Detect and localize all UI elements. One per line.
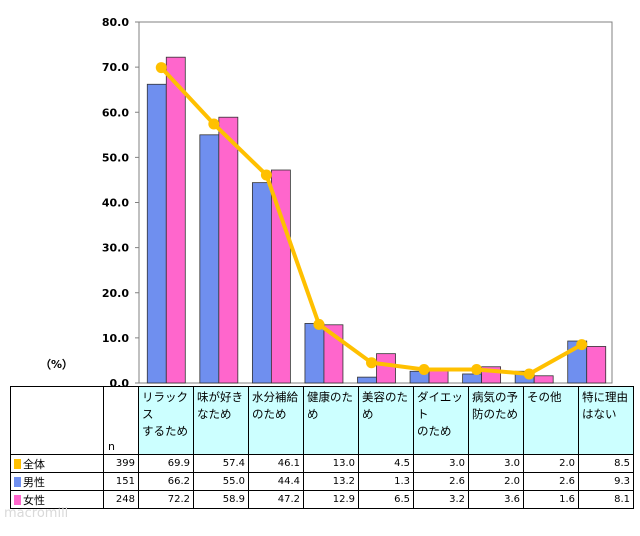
data-value: 6.5 <box>358 490 414 509</box>
data-value: 2.0 <box>523 454 579 473</box>
category-header: 特に理由 はない <box>578 386 634 455</box>
legend-entry: 女性 <box>10 490 104 509</box>
data-value: 12.9 <box>303 490 359 509</box>
category-header: 美容のため <box>358 386 414 455</box>
data-table: n リラックス するため 味が好き なため 水分補給 のため 健康のため美容のためダイエットの… <box>10 386 634 509</box>
y-tick-label: 30.0 <box>102 242 129 255</box>
data-value: 69.9 <box>138 454 194 473</box>
bar <box>218 116 239 384</box>
category-header: 健康のため <box>303 386 359 455</box>
y-tick-label: 10.0 <box>102 332 129 345</box>
data-value: 55.0 <box>193 472 249 491</box>
legend-swatch <box>14 476 21 487</box>
data-value: 2.6 <box>523 472 579 491</box>
category-header: リラックス するため <box>138 386 194 455</box>
table-row: 全体 399 69.9 57.4 46.1 13.0 4.5 3.0 3.0 2.0 8.5 <box>10 454 634 473</box>
data-value: 1.6 <box>523 490 579 509</box>
bar <box>304 323 325 384</box>
data-value: 46.1 <box>248 454 304 473</box>
data-value: 44.4 <box>248 472 304 491</box>
data-value: 2.0 <box>468 472 524 491</box>
line-point <box>418 363 430 375</box>
y-tick-label: 0.0 <box>110 377 130 386</box>
category-header: ダイエット のため <box>413 386 469 455</box>
y-tick-label: 80.0 <box>102 16 129 29</box>
legend-swatch <box>14 494 21 505</box>
y-tick-label: 40.0 <box>102 197 129 210</box>
bar <box>462 373 483 384</box>
legend-entry: 全体 <box>10 454 104 473</box>
line-point <box>208 118 220 130</box>
bar <box>533 375 554 384</box>
table-corner <box>10 386 104 455</box>
data-value: 3.0 <box>413 454 469 473</box>
bar <box>586 346 607 384</box>
unit-label: （%） <box>40 358 74 371</box>
n-value: 399 <box>103 454 139 473</box>
bar <box>357 376 377 384</box>
n-header: n <box>103 386 139 455</box>
line-point <box>523 368 535 380</box>
bar-line-chart: 0.0 10.0 20.0 30.0 40.0 50.0 60.0 70.0 80.0 <box>102 16 613 386</box>
data-value: 3.6 <box>468 490 524 509</box>
data-value: 1.3 <box>358 472 414 491</box>
category-header: 味が好き なため <box>193 386 249 455</box>
line-point <box>366 357 377 369</box>
category-header: 病気の予 防のため <box>468 386 524 455</box>
table-row: 男性 151 66.2 55.0 44.4 13.2 1.3 2.6 2.0 2.6 9.3 <box>10 472 634 491</box>
line-point <box>313 318 325 330</box>
line-point <box>155 62 167 74</box>
legend-swatch <box>14 458 21 469</box>
category-header: その他 <box>523 386 579 455</box>
y-tick-label: 70.0 <box>102 61 129 74</box>
bar <box>270 169 291 384</box>
data-value: 13.0 <box>303 454 359 473</box>
bar <box>376 353 396 384</box>
bar <box>146 83 167 384</box>
line-point <box>576 339 588 351</box>
data-value: 66.2 <box>138 472 194 491</box>
data-value: 8.1 <box>578 490 634 509</box>
bar <box>251 182 272 384</box>
y-tick-label: 50.0 <box>102 151 129 164</box>
data-value: 4.5 <box>358 454 414 473</box>
table-row: 女性 248 72.2 58.9 47.2 12.9 6.5 3.2 3.6 1.6 8.1 <box>10 490 634 509</box>
data-value: 13.2 <box>303 472 359 491</box>
data-value: 2.6 <box>413 472 469 491</box>
bar <box>199 134 220 384</box>
data-value: 3.0 <box>468 454 524 473</box>
data-value: 57.4 <box>193 454 249 473</box>
legend-entry: 男性 <box>10 472 104 491</box>
line-point <box>260 169 272 181</box>
bar <box>165 56 186 384</box>
data-value: 47.2 <box>248 490 304 509</box>
data-value: 8.5 <box>578 454 634 473</box>
category-header: 水分補給 のため <box>248 386 304 455</box>
n-value: 151 <box>103 472 139 491</box>
data-value: 9.3 <box>578 472 634 491</box>
data-value: 72.2 <box>138 490 194 509</box>
n-value: 248 <box>103 490 139 509</box>
data-value: 3.2 <box>413 490 469 509</box>
line-point <box>471 363 483 375</box>
y-tick-label: 60.0 <box>102 106 129 119</box>
y-tick-label: 20.0 <box>102 287 129 300</box>
data-value: 58.9 <box>193 490 249 509</box>
